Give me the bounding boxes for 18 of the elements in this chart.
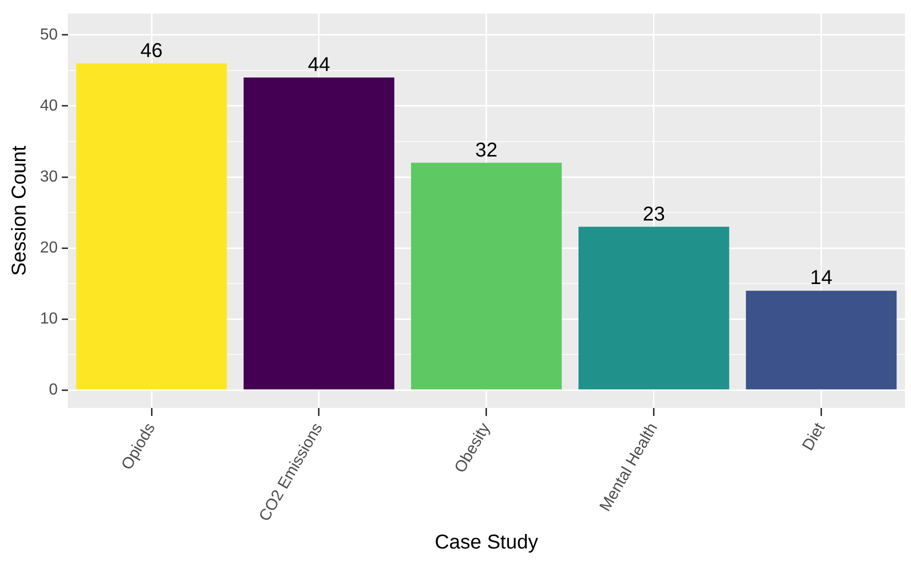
data-label: 14 (810, 267, 832, 290)
x-axis-title: Case Study (434, 532, 538, 554)
bar (244, 78, 394, 390)
y-axis-title: Session Count (8, 145, 31, 276)
y-tick-label: 20 (40, 239, 58, 256)
data-label: 46 (140, 40, 163, 62)
bar (411, 162, 562, 390)
bar (76, 63, 227, 390)
bar (746, 290, 897, 390)
data-label: 23 (642, 203, 665, 226)
y-tick-label: 50 (40, 26, 58, 44)
data-label: 32 (475, 139, 498, 162)
y-tick-label: 30 (40, 168, 58, 186)
bar (578, 226, 730, 390)
y-tick-label: 0 (48, 382, 58, 399)
y-tick-label: 10 (40, 310, 58, 328)
y-tick-label: 40 (40, 97, 58, 114)
data-label: 44 (308, 54, 330, 76)
